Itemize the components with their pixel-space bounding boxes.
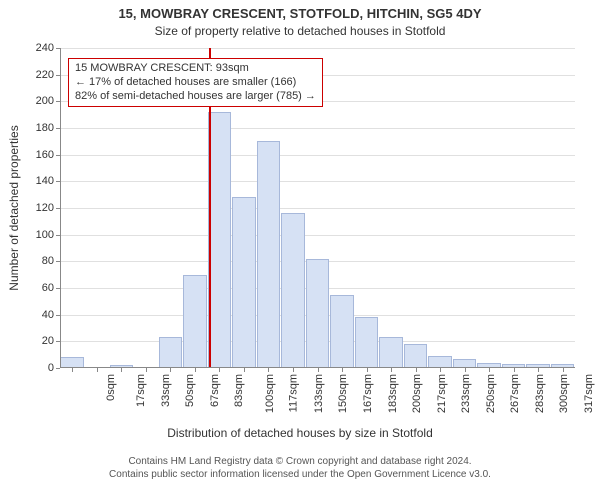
ytick-label: 20: [0, 335, 60, 347]
gridline: [60, 181, 575, 182]
xtick-label: 233sqm: [460, 374, 472, 413]
y-axis-line: [60, 48, 61, 368]
xtick-mark: [514, 368, 515, 372]
footer: Contains HM Land Registry data © Crown c…: [0, 456, 600, 481]
chart-subtitle: Size of property relative to detached ho…: [0, 24, 600, 38]
gridline: [60, 235, 575, 236]
xtick-label: 100sqm: [264, 374, 276, 413]
xtick-mark: [268, 368, 269, 372]
xtick-mark: [72, 368, 73, 372]
footer-line: Contains public sector information licen…: [0, 469, 600, 482]
bar: [404, 344, 428, 368]
xtick-label: 217sqm: [436, 374, 448, 413]
bar: [330, 295, 354, 368]
xtick-label: 317sqm: [583, 374, 595, 413]
xtick-label: 133sqm: [313, 374, 325, 413]
xtick-mark: [367, 368, 368, 372]
bar: [379, 337, 403, 368]
info-box-line: ← 17% of detached houses are smaller (16…: [75, 76, 316, 90]
xtick-label: 250sqm: [485, 374, 497, 413]
xtick-label: 0sqm: [105, 374, 117, 401]
xtick-mark: [465, 368, 466, 372]
ytick-label: 100: [0, 229, 60, 241]
xtick-label: 117sqm: [288, 374, 300, 412]
bar: [306, 259, 330, 368]
ytick-label: 180: [0, 122, 60, 134]
chart-title: 15, MOWBRAY CRESCENT, STOTFOLD, HITCHIN,…: [0, 6, 600, 21]
ytick-label: 120: [0, 202, 60, 214]
info-box-line: 15 MOWBRAY CRESCENT: 93sqm: [75, 62, 316, 76]
xtick-label: 50sqm: [184, 374, 196, 407]
info-box-line: 82% of semi-detached houses are larger (…: [75, 90, 316, 104]
xtick-label: 167sqm: [362, 374, 374, 413]
xtick-label: 33sqm: [160, 374, 172, 407]
bar: [183, 275, 207, 368]
xtick-label: 300sqm: [558, 374, 570, 413]
xtick-mark: [244, 368, 245, 372]
plot-area: 020406080100120140160180200220240 0sqm17…: [60, 48, 575, 368]
xtick-mark: [342, 368, 343, 372]
xtick-label: 17sqm: [135, 374, 147, 407]
gridline: [60, 48, 575, 49]
ytick-label: 40: [0, 309, 60, 321]
info-box: 15 MOWBRAY CRESCENT: 93sqm← 17% of detac…: [68, 58, 323, 107]
xtick-mark: [170, 368, 171, 372]
xtick-label: 267sqm: [509, 374, 521, 413]
xtick-label: 183sqm: [387, 374, 399, 413]
ytick-label: 80: [0, 255, 60, 267]
xtick-label: 150sqm: [338, 374, 350, 413]
xtick-mark: [416, 368, 417, 372]
xtick-mark: [318, 368, 319, 372]
xtick-label: 67sqm: [209, 374, 221, 407]
ytick-label: 240: [0, 42, 60, 54]
xtick-mark: [489, 368, 490, 372]
xtick-mark: [293, 368, 294, 372]
ytick-label: 60: [0, 282, 60, 294]
bar: [159, 337, 183, 368]
x-axis-title: Distribution of detached houses by size …: [0, 426, 600, 440]
gridline: [60, 128, 575, 129]
xtick-label: 83sqm: [233, 374, 245, 407]
bar: [232, 197, 256, 368]
ytick-label: 160: [0, 149, 60, 161]
xtick-mark: [195, 368, 196, 372]
xtick-mark: [391, 368, 392, 372]
xtick-mark: [121, 368, 122, 372]
xtick-mark: [97, 368, 98, 372]
xtick-mark: [146, 368, 147, 372]
chart-container: { "title": "15, MOWBRAY CRESCENT, STOTFO…: [0, 0, 600, 500]
bar: [257, 141, 281, 368]
footer-line: Contains HM Land Registry data © Crown c…: [0, 456, 600, 469]
xtick-label: 200sqm: [411, 374, 423, 413]
bar: [281, 213, 305, 368]
xtick-mark: [563, 368, 564, 372]
xtick-mark: [219, 368, 220, 372]
gridline: [60, 208, 575, 209]
ytick-label: 200: [0, 95, 60, 107]
ytick-label: 220: [0, 69, 60, 81]
bar: [355, 317, 379, 368]
xtick-mark: [538, 368, 539, 372]
xtick-label: 283sqm: [534, 374, 546, 413]
ytick-label: 0: [0, 362, 60, 374]
gridline: [60, 155, 575, 156]
xtick-mark: [440, 368, 441, 372]
ytick-label: 140: [0, 175, 60, 187]
